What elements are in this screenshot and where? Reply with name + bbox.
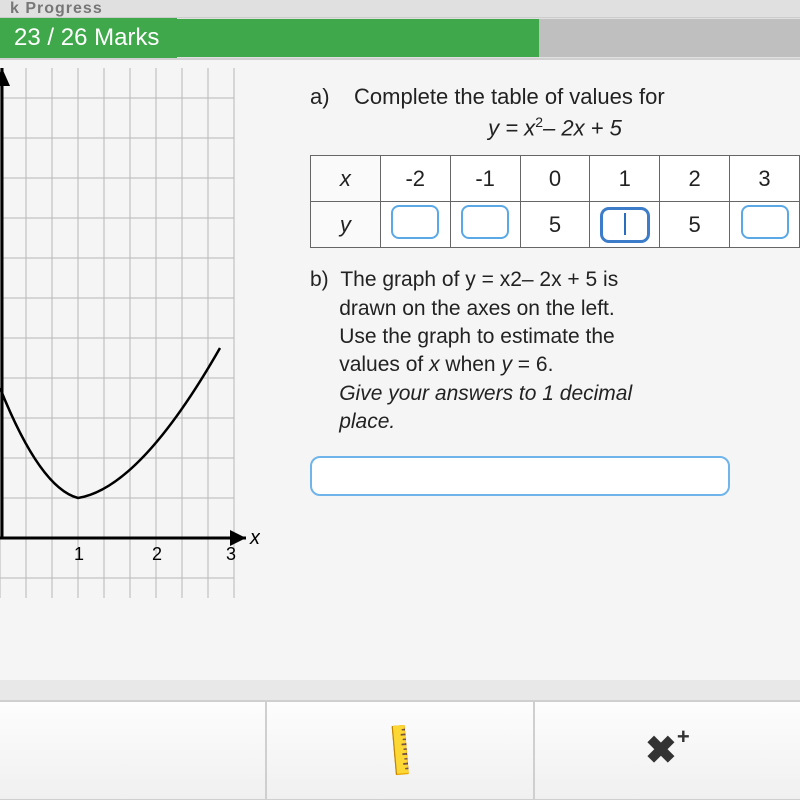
xplus-icon: ✖+ — [645, 728, 690, 773]
svg-text:3: 3 — [226, 544, 236, 564]
marks-total: 26 — [61, 24, 88, 51]
x-cell: 2 — [660, 156, 730, 202]
y-cell-input-active[interactable] — [590, 202, 660, 248]
marks-current: 23 — [14, 24, 41, 51]
x-header: x — [311, 156, 381, 202]
graph-svg: x 1 2 3 — [0, 68, 260, 628]
x-cell: 0 — [520, 156, 590, 202]
progress-bar — [177, 19, 800, 57]
header-fragment: k Progress — [0, 0, 800, 18]
y-cell-input[interactable] — [730, 202, 800, 248]
toolbar: 📏 ✖+ — [0, 700, 800, 800]
part-b-answer-input[interactable] — [310, 456, 730, 496]
svg-text:1: 1 — [74, 544, 84, 564]
table-row-x: x -2 -1 0 1 2 3 — [311, 156, 800, 202]
values-table: x -2 -1 0 1 2 3 y 5 5 — [310, 155, 800, 248]
y-cell-input[interactable] — [450, 202, 520, 248]
graph-panel: x 1 2 3 — [0, 68, 260, 628]
svg-text:2: 2 — [152, 544, 162, 564]
question-block: a) Complete the table of values for y = … — [310, 84, 800, 496]
progress-row: 23 / 26 Marks — [0, 18, 800, 60]
ruler-icon: 📏 — [366, 716, 434, 784]
x-cell: 1 — [590, 156, 660, 202]
marks-label: Marks — [94, 24, 159, 51]
y-cell-input[interactable] — [380, 202, 450, 248]
content-area: x 1 2 3 a) Complete the table of values … — [0, 60, 800, 680]
x-axis-label: x — [249, 527, 260, 549]
equation: y = x2– 2x + 5 — [310, 114, 800, 141]
ruler-button[interactable]: 📏 — [266, 702, 533, 800]
toolbar-button-left[interactable] — [0, 702, 266, 800]
x-cell: -1 — [450, 156, 520, 202]
xplus-button[interactable]: ✖+ — [534, 702, 800, 800]
x-cell: 3 — [730, 156, 800, 202]
progress-fill — [177, 19, 538, 57]
table-row-y: y 5 5 — [311, 202, 800, 248]
x-cell: -2 — [380, 156, 450, 202]
y-header: y — [311, 202, 381, 248]
marks-badge: 23 / 26 Marks — [0, 18, 177, 58]
progress-rest — [539, 19, 800, 57]
y-cell-text: 5 — [660, 202, 730, 248]
part-a-prompt: a) Complete the table of values for — [310, 84, 800, 110]
y-cell-text: 5 — [520, 202, 590, 248]
part-b-prompt: b) The graph of y = x2– 2x + 5 is drawn … — [310, 266, 800, 436]
